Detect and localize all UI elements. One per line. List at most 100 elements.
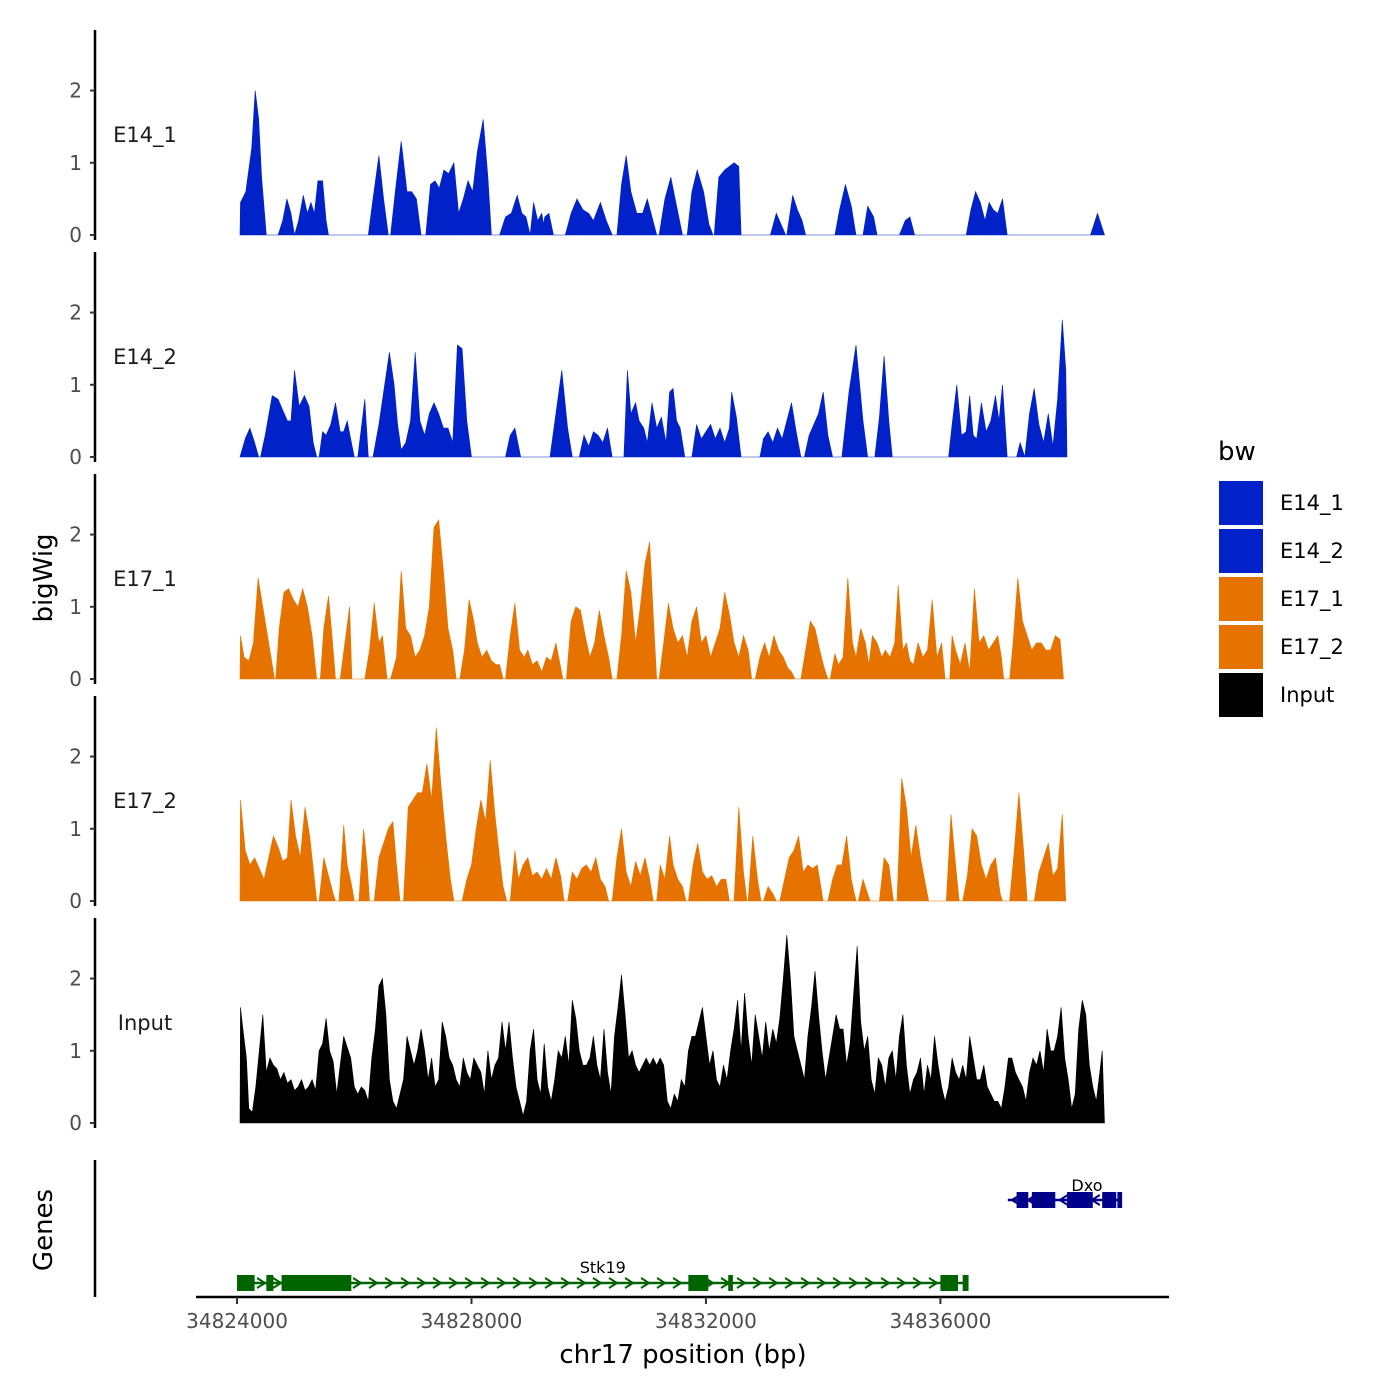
strand-arrow — [1057, 1194, 1069, 1206]
legend-label: E14_2 — [1280, 539, 1344, 564]
legend-swatch — [1219, 577, 1263, 621]
track-label: E14_2 — [113, 345, 177, 370]
y-tick-label: 0 — [69, 1111, 82, 1135]
y-tick-label: 1 — [69, 817, 82, 841]
y-tick-label: 1 — [69, 595, 82, 619]
strand-arrow — [448, 1277, 459, 1289]
track-label: E17_2 — [113, 789, 177, 814]
legend-swatch — [1219, 673, 1263, 717]
gene-exon — [688, 1275, 709, 1291]
legend-label: E17_2 — [1280, 635, 1344, 660]
y-tick-label: 0 — [69, 889, 82, 913]
strand-arrow — [848, 1277, 859, 1289]
y-tick-label: 1 — [69, 373, 82, 397]
track-label: E17_1 — [113, 567, 177, 592]
track-e14-1: 0 1 2 E14_1 — [69, 30, 1105, 247]
coverage-area — [239, 319, 1068, 458]
legend-label: E17_1 — [1280, 587, 1344, 612]
gene-exon — [1067, 1192, 1093, 1208]
coverage-area — [239, 727, 1067, 902]
genes-panel: Stk19 Dxo — [93, 1160, 1123, 1297]
y-tick-label: 2 — [69, 523, 82, 547]
strand-arrow — [624, 1277, 635, 1289]
strand-arrow — [912, 1277, 923, 1289]
track-e17-1: 0 1 2 E17_1 — [69, 474, 1064, 691]
strand-arrow — [656, 1277, 667, 1289]
y-tick-label: 2 — [69, 967, 82, 991]
legend-label: Input — [1280, 683, 1334, 707]
gene-exon — [962, 1275, 969, 1291]
legend-swatch — [1219, 529, 1263, 573]
strand-arrow — [432, 1277, 443, 1289]
gene-exon — [1102, 1192, 1117, 1208]
strand-arrow — [800, 1277, 811, 1289]
strand-arrow — [480, 1277, 491, 1289]
y-tick-label: 1 — [69, 151, 82, 175]
strand-arrow — [576, 1277, 587, 1289]
y-tick-label: 0 — [69, 445, 82, 469]
y-tick-label: 2 — [69, 745, 82, 769]
strand-arrow — [256, 1277, 267, 1289]
x-axis-title: chr17 position (bp) — [559, 1340, 806, 1370]
strand-arrow — [880, 1277, 891, 1289]
strand-arrow — [608, 1277, 619, 1289]
coverage-tracks: 0 1 2 E14_1 0 1 2 E14_2 0 1 2 E17_1 0 1 2 E17_2 0 1 2 Input — [69, 30, 1105, 1135]
strand-arrow — [928, 1277, 939, 1289]
gene-exon — [266, 1275, 274, 1291]
strand-arrow — [464, 1277, 475, 1289]
x-tick-label: 34824000 — [186, 1309, 288, 1333]
strand-arrow — [368, 1277, 379, 1289]
gene-label: Dxo — [1071, 1176, 1102, 1195]
gene-dxo: Dxo — [1007, 1176, 1123, 1208]
gene-label: Stk19 — [580, 1258, 626, 1277]
strand-arrow — [496, 1277, 507, 1289]
strand-arrow — [736, 1277, 747, 1289]
legend-swatch — [1219, 481, 1263, 525]
strand-arrow — [672, 1277, 683, 1289]
strand-arrow — [832, 1277, 843, 1289]
gene-exon — [1117, 1192, 1123, 1208]
strand-arrow — [896, 1277, 907, 1289]
gene-stk19: Stk19 — [237, 1258, 969, 1291]
legend-swatch — [1219, 625, 1263, 669]
strand-arrow — [528, 1277, 539, 1289]
y-tick-label: 2 — [69, 301, 82, 325]
strand-arrow — [768, 1277, 779, 1289]
coverage-area — [239, 519, 1064, 680]
strand-arrow — [560, 1277, 571, 1289]
gene-exon — [281, 1275, 352, 1291]
y-tick-label: 1 — [69, 1039, 82, 1063]
x-tick-label: 34828000 — [421, 1309, 523, 1333]
strand-arrow — [816, 1277, 827, 1289]
strand-arrow — [784, 1277, 795, 1289]
x-axis: 34824000 34828000 34832000 34836000 — [186, 1295, 1169, 1333]
strand-arrow — [384, 1277, 395, 1289]
coverage-area — [239, 90, 1105, 236]
gene-exon — [1031, 1192, 1056, 1208]
y-axis-title: bigWig — [29, 533, 59, 622]
strand-arrow — [400, 1277, 411, 1289]
track-label: E14_1 — [113, 123, 177, 148]
x-tick-label: 34836000 — [890, 1309, 992, 1333]
y-tick-label: 0 — [69, 223, 82, 247]
coverage-area — [239, 935, 1105, 1124]
strand-arrow — [752, 1277, 763, 1289]
y-tick-label: 0 — [69, 667, 82, 691]
strand-arrow — [272, 1277, 283, 1289]
strand-arrow — [512, 1277, 523, 1289]
track-input: 0 1 2 Input — [69, 918, 1105, 1135]
legend-label: E14_1 — [1280, 491, 1344, 516]
strand-arrow — [640, 1277, 651, 1289]
strand-arrow — [592, 1277, 603, 1289]
legend: bw E14_1 E14_2 E17_1 E17_2 Input — [1218, 437, 1344, 717]
strand-arrow — [416, 1277, 427, 1289]
strand-arrow — [864, 1277, 875, 1289]
track-label: Input — [118, 1011, 172, 1035]
gene-exon — [728, 1275, 733, 1291]
legend-title: bw — [1218, 437, 1256, 467]
x-tick-label: 34832000 — [655, 1309, 757, 1333]
genes-panel-title: Genes — [29, 1189, 59, 1271]
track-e17-2: 0 1 2 E17_2 — [69, 696, 1067, 913]
strand-arrow — [544, 1277, 555, 1289]
